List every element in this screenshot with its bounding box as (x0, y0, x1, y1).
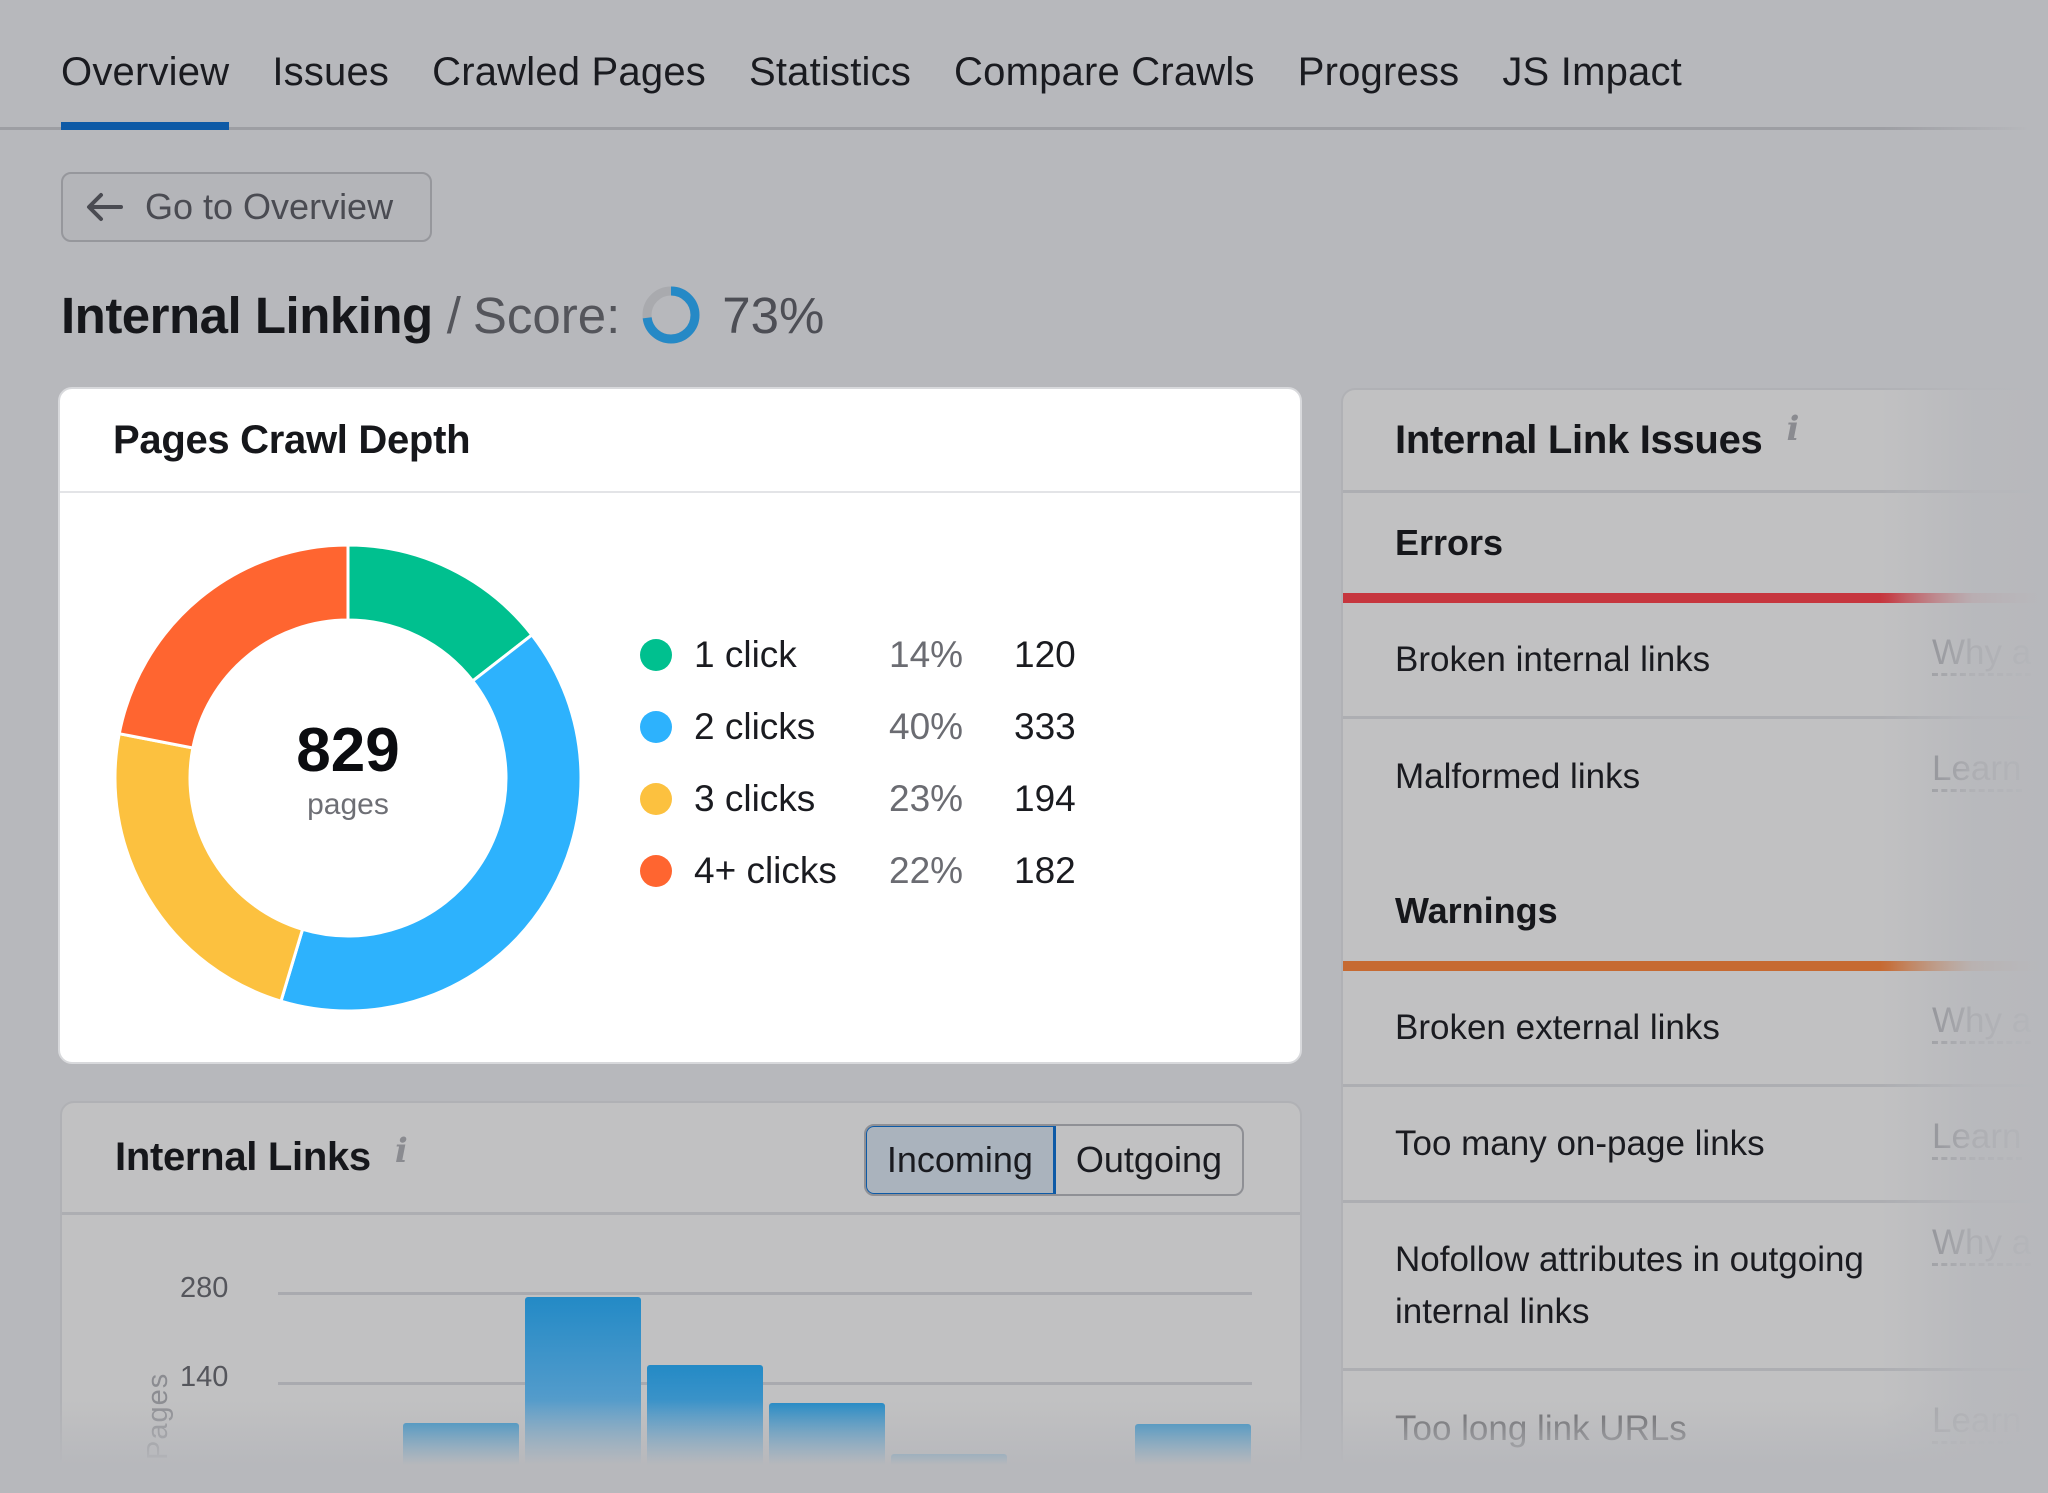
card-title: Pages Crawl Depth (60, 389, 1300, 493)
tab-list: Overview Issues Crawled Pages Statistics Com… (61, 50, 1682, 130)
score-value: 73% (722, 286, 825, 344)
issue-name[interactable]: Broken internal links (1395, 639, 1711, 679)
legend-label: 3 clicks (694, 778, 816, 819)
go-to-overview-button[interactable]: Go to Overview (61, 172, 432, 242)
crawl-depth-legend: 1 click 14% 120 2 clicks 40% 333 3 clicks 23% 19… (640, 619, 1076, 907)
legend-percent: 14% (889, 634, 964, 675)
internal-links-header: Internal Links i (62, 1103, 1300, 1215)
bar[interactable] (891, 1454, 1007, 1493)
issue-row[interactable]: Broken internal links Why a (1343, 603, 2048, 719)
issue-row[interactable]: Malformed links Learn (1343, 719, 2048, 835)
issue-help-link[interactable]: Learn (1932, 1117, 2022, 1160)
internal-links-bar-chart: Pages 280 140 (62, 1215, 1300, 1493)
severity-bar (1343, 593, 2048, 603)
donut-svg (113, 543, 583, 1013)
gridline (278, 1292, 1252, 1295)
bar[interactable] (403, 1423, 519, 1493)
issue-groups: Errors Broken internal links Why a Malforme… (1343, 493, 2048, 1487)
legend-item[interactable]: 1 click 14% 120 (640, 619, 1076, 691)
issue-row[interactable]: Too long link URLs Learn (1343, 1371, 2048, 1487)
issue-group-title-warnings: Warnings (1395, 890, 1558, 931)
legend-count: 120 (1014, 634, 1076, 675)
legend-label: 4+ clicks (694, 850, 837, 891)
donut-segment[interactable] (279, 632, 583, 1013)
legend-dot-icon (640, 711, 672, 743)
card-title: Internal Link Issues (1395, 417, 1763, 462)
legend-label: 1 click (694, 634, 797, 675)
y-tick-140: 140 (180, 1361, 229, 1393)
issue-help-link[interactable]: Why a (1932, 1223, 2032, 1266)
issue-name[interactable]: Malformed links (1395, 757, 1641, 796)
legend-dot-icon (640, 783, 672, 815)
issue-row[interactable]: Too many on-page links Learn (1343, 1087, 2048, 1203)
incoming-outgoing-toggle: Incoming Outgoing (863, 1124, 1244, 1196)
score-ring-icon (642, 286, 700, 344)
outgoing-toggle-button[interactable]: Outgoing (1075, 1139, 1222, 1180)
go-to-overview-label: Go to Overview (145, 186, 394, 227)
issue-name[interactable]: Nofollow attributes in outgoing internal… (1395, 1239, 1864, 1331)
severity-bar (1343, 961, 2048, 971)
score-label: Score: (472, 286, 621, 344)
tab-bar: Overview Issues Crawled Pages Statistics Com… (0, 0, 2048, 130)
tab-progress[interactable]: Progress (1297, 50, 1460, 94)
issue-name[interactable]: Too long link URLs (1395, 1409, 1687, 1448)
legend-item[interactable]: 4+ clicks 22% 182 (640, 835, 1076, 907)
tab-compare-crawls[interactable]: Compare Crawls (954, 50, 1255, 94)
issue-help-link[interactable]: Why a (1932, 1001, 2032, 1044)
issue-row[interactable]: Broken external links Why a (1343, 971, 2048, 1087)
y-axis-label: Pages (142, 1372, 174, 1460)
crawl-depth-donut-chart[interactable]: 829 pages (113, 543, 583, 1013)
legend-item[interactable]: 3 clicks 23% 194 (640, 763, 1076, 835)
legend-percent: 22% (889, 850, 964, 891)
page-title: Internal Linking / Score: 73% (61, 284, 824, 346)
info-icon[interactable]: i (394, 1130, 408, 1171)
total-pages: 829 (296, 716, 400, 785)
title-separator: / (446, 286, 461, 344)
legend-dot-icon (640, 639, 672, 671)
donut-segment[interactable] (117, 543, 350, 750)
issue-help-link[interactable]: Learn (1932, 1401, 2022, 1444)
donut-center: 829 pages (113, 543, 583, 1013)
bar[interactable] (769, 1402, 885, 1493)
total-pages-unit: pages (307, 788, 389, 821)
y-tick-280: 280 (180, 1272, 229, 1304)
tab-js-impact[interactable]: JS Impact (1502, 50, 1682, 94)
legend-percent: 40% (889, 706, 964, 747)
issues-header: Internal Link Issues i (1343, 390, 2048, 493)
bar[interactable] (647, 1364, 763, 1493)
issue-group-title-errors: Errors (1395, 522, 1504, 563)
tab-overview[interactable]: Overview (61, 50, 230, 130)
bar[interactable] (525, 1296, 641, 1493)
legend-label: 2 clicks (694, 706, 816, 747)
card-title: Internal Links (115, 1135, 371, 1179)
arrow-left-icon (87, 193, 123, 221)
legend-item[interactable]: 2 clicks 40% 333 (640, 691, 1076, 763)
issue-help-link[interactable]: Learn (1932, 749, 2022, 792)
issue-name[interactable]: Too many on-page links (1395, 1123, 1765, 1163)
internal-link-issues-card: Internal Link Issues i Errors Broken inte… (1341, 388, 2048, 1493)
legend-count: 182 (1014, 850, 1076, 891)
legend-count: 333 (1014, 706, 1076, 747)
issue-name[interactable]: Broken external links (1395, 1007, 1720, 1047)
page-title-main: Internal Linking (61, 286, 433, 344)
tab-crawled-pages[interactable]: Crawled Pages (432, 50, 706, 94)
pages-crawl-depth-card: Pages Crawl Depth 829 pages 1 click 14% 12… (58, 387, 1302, 1064)
incoming-toggle-button[interactable]: Incoming (865, 1126, 1056, 1194)
legend-percent: 23% (889, 778, 964, 819)
legend-dot-icon (640, 855, 672, 887)
tab-statistics[interactable]: Statistics (748, 50, 912, 94)
issue-help-link[interactable]: Why a (1932, 633, 2032, 676)
issue-row[interactable]: Nofollow attributes in outgoing internal… (1343, 1203, 2048, 1371)
legend-count: 194 (1014, 778, 1076, 819)
bar[interactable] (1135, 1423, 1251, 1493)
tab-issues[interactable]: Issues (272, 50, 390, 94)
info-icon[interactable]: i (1786, 409, 1800, 449)
internal-links-card: Internal Links i Incoming Outgoing Pages… (60, 1101, 1302, 1493)
gridline (278, 1382, 1252, 1385)
